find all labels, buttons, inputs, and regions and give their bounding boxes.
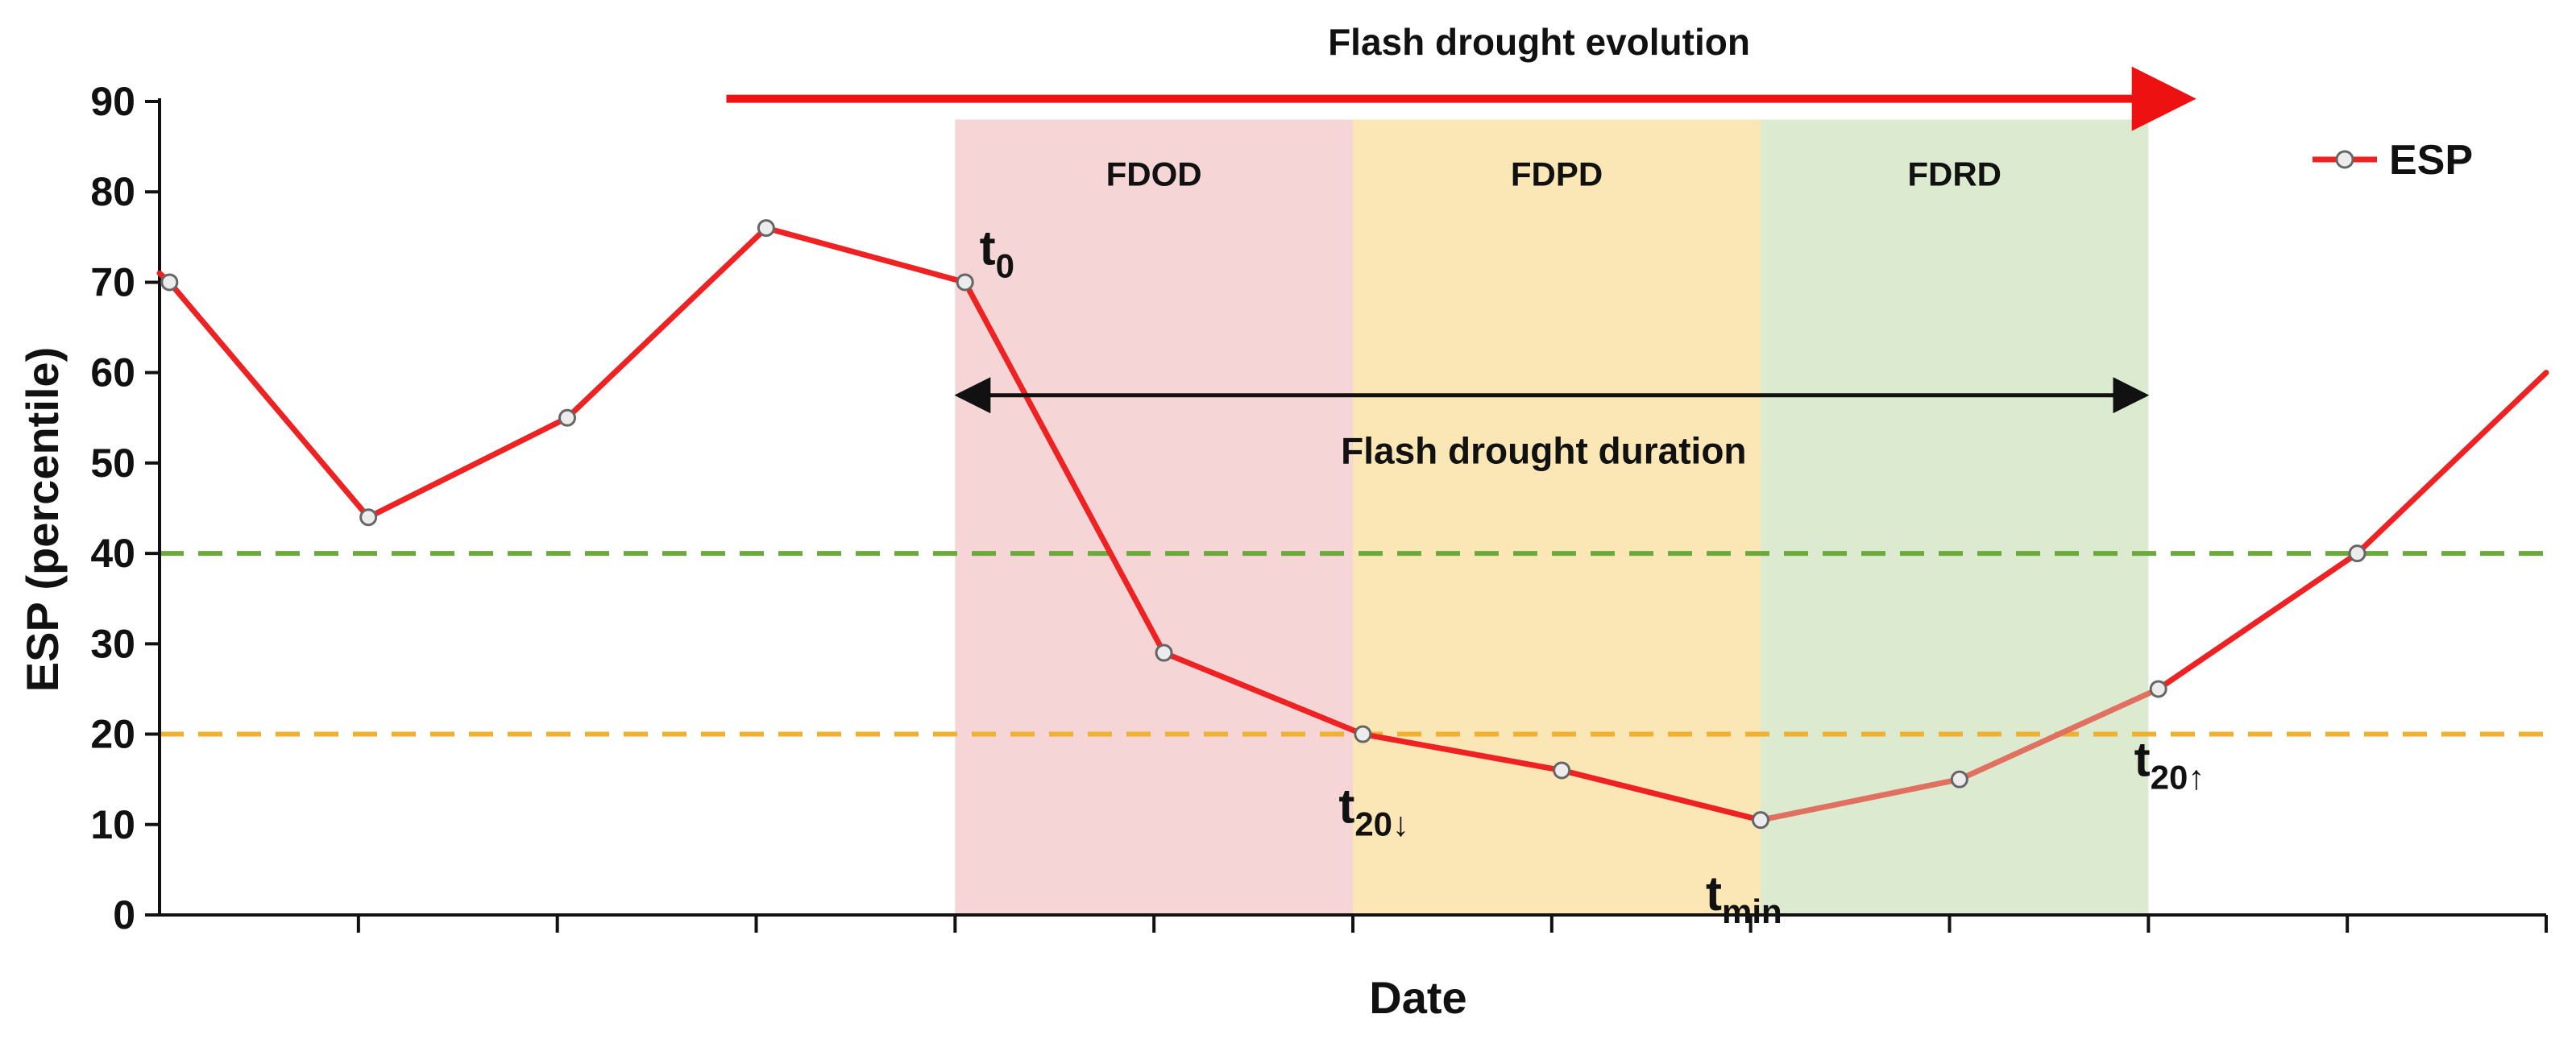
esp-point bbox=[160, 273, 179, 292]
phase-label-fdrd: FDRD bbox=[1907, 155, 2001, 192]
esp-line-segment bbox=[564, 225, 769, 421]
esp-point bbox=[2149, 680, 2167, 698]
esp-line-segment bbox=[763, 225, 969, 285]
point-label-subscript: 20↓ bbox=[1354, 805, 1409, 843]
phase-band-fdpd bbox=[1353, 119, 1761, 915]
point-label-base: t bbox=[2134, 732, 2151, 786]
legend: ESP bbox=[2313, 137, 2473, 184]
point-label-tmin: tmin bbox=[1706, 867, 1782, 930]
esp-line-segment bbox=[365, 415, 570, 520]
y-tick-label: 30 bbox=[90, 621, 135, 666]
esp-point bbox=[1155, 644, 1173, 662]
y-tick-label: 70 bbox=[90, 259, 135, 304]
esp-point bbox=[1354, 725, 1372, 743]
esp-line-segment bbox=[1359, 731, 1565, 773]
esp-point bbox=[1752, 811, 1770, 830]
point-label-base: t bbox=[1706, 867, 1722, 921]
esp-point bbox=[359, 508, 378, 527]
esp-point bbox=[2348, 544, 2367, 563]
y-axis-title: ESP (percentile) bbox=[17, 347, 68, 692]
y-tick-label: 0 bbox=[113, 892, 135, 937]
legend-label: ESP bbox=[2389, 137, 2473, 184]
esp-point bbox=[1553, 761, 1571, 780]
esp-line-segment bbox=[1956, 685, 2162, 783]
y-tick-label: 50 bbox=[90, 441, 135, 486]
esp-line-segment bbox=[2354, 370, 2549, 557]
esp-point bbox=[1950, 770, 1968, 788]
esp-series bbox=[156, 219, 2549, 830]
esp-line-segment bbox=[166, 279, 371, 520]
legend-marker bbox=[2335, 150, 2354, 169]
x-axis-title: Date bbox=[1369, 972, 1466, 1023]
esp-line-segment bbox=[1161, 650, 1366, 738]
phase-band-fdod bbox=[955, 119, 1353, 915]
y-tick-label: 60 bbox=[90, 350, 135, 395]
point-label-subscript: 20↑ bbox=[2151, 758, 2205, 796]
duration-label: Flash drought duration bbox=[1341, 430, 1746, 472]
chart-title: Flash drought evolution bbox=[1328, 21, 1750, 63]
esp-line-segment bbox=[1558, 767, 1764, 823]
esp-line-segment bbox=[962, 279, 1168, 656]
threshold-lines bbox=[160, 551, 2546, 737]
point-label-t20↓: t20↓ bbox=[1338, 780, 1409, 843]
point-label-subscript: 0 bbox=[996, 246, 1014, 284]
point-label-t20↑: t20↑ bbox=[2134, 732, 2205, 796]
y-tick-label: 10 bbox=[90, 802, 135, 847]
y-tick-label: 40 bbox=[90, 531, 135, 576]
y-tick-label: 90 bbox=[90, 79, 135, 124]
axes: 0 10 20 30 40 50 60 70 80 90 bbox=[90, 79, 2548, 937]
esp-point bbox=[558, 408, 577, 427]
y-tick-label: 20 bbox=[90, 712, 135, 757]
point-label-subscript: min bbox=[1722, 892, 1782, 930]
phase-label-fdpd: FDPD bbox=[1511, 155, 1603, 192]
esp-line-segment bbox=[1757, 776, 1963, 823]
point-label-base: t bbox=[980, 221, 996, 275]
phase-band-fdrd bbox=[1761, 119, 2149, 915]
esp-point bbox=[956, 273, 974, 292]
phase-label-fdod: FDOD bbox=[1106, 155, 1202, 192]
esp-point bbox=[757, 219, 775, 238]
point-label-base: t bbox=[1338, 780, 1354, 834]
y-tick-label: 80 bbox=[90, 169, 135, 214]
esp-line-segment bbox=[2155, 550, 2361, 692]
phase-bands: FDOD FDPD FDRD bbox=[955, 119, 2149, 915]
point-label-t0: t0 bbox=[980, 221, 1014, 284]
